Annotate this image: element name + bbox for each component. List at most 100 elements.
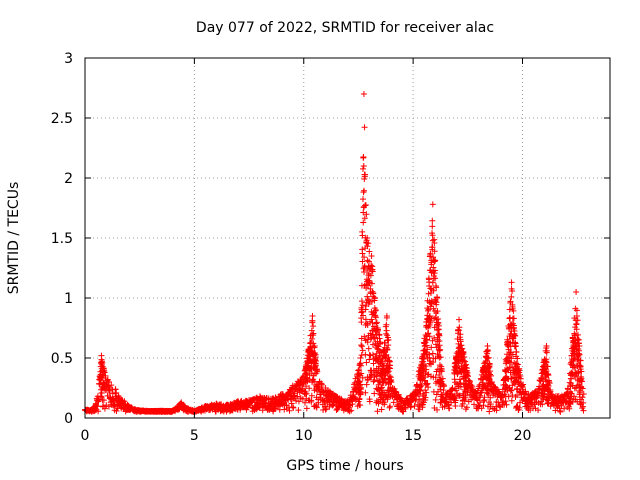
data-point (573, 313, 580, 320)
data-point (364, 243, 371, 250)
data-point (309, 335, 316, 342)
data-point (461, 397, 468, 404)
data-point (363, 211, 370, 218)
data-point (322, 406, 329, 413)
data-point (364, 293, 371, 300)
data-point (436, 362, 443, 369)
data-point (358, 319, 365, 326)
y-tick-label: 2 (64, 171, 73, 187)
data-point (425, 323, 432, 330)
data-point (516, 365, 523, 372)
data-point (108, 382, 115, 389)
data-point (429, 223, 436, 230)
data-point (436, 342, 443, 349)
data-point (507, 387, 514, 394)
data-point (558, 402, 565, 409)
data-point (298, 387, 305, 394)
data-point (423, 349, 430, 356)
data-point (427, 358, 434, 365)
data-point (477, 389, 484, 396)
data-point (429, 244, 436, 251)
data-point (488, 372, 495, 379)
data-point (546, 380, 553, 387)
data-point (513, 348, 520, 355)
data-point (567, 361, 574, 367)
data-point (373, 320, 380, 327)
data-point (369, 268, 376, 275)
data-point (374, 369, 381, 376)
data-point (289, 404, 296, 411)
data-point (435, 322, 442, 329)
data-point (487, 394, 494, 401)
data-point (451, 376, 458, 383)
data-point (436, 354, 443, 361)
data-point (374, 408, 381, 415)
data-point (507, 298, 514, 305)
data-point (361, 124, 368, 131)
data-point (576, 351, 583, 358)
data-point (101, 369, 108, 376)
data-point (310, 330, 317, 337)
data-point (299, 385, 306, 392)
data-point (301, 399, 308, 406)
data-point (477, 399, 484, 406)
data-point (535, 392, 542, 399)
data-point (361, 262, 368, 269)
data-point (356, 396, 363, 403)
data-point (431, 258, 438, 265)
data-point (455, 327, 462, 334)
data-point (359, 374, 366, 381)
data-point (358, 342, 365, 349)
data-point (290, 404, 297, 411)
data-point (535, 407, 542, 414)
data-point (481, 396, 488, 403)
data-point (367, 272, 374, 279)
data-point (388, 379, 395, 385)
data-point (461, 353, 468, 360)
data-point (386, 404, 393, 411)
data-point (313, 404, 320, 411)
data-point (289, 382, 296, 389)
data-point (362, 171, 369, 178)
data-point (577, 373, 584, 380)
data-point (566, 405, 573, 412)
data-point (375, 381, 382, 388)
data-point (418, 382, 425, 389)
data-point (326, 388, 333, 395)
data-point (554, 393, 561, 400)
data-point (98, 352, 105, 359)
data-point (309, 313, 316, 319)
data-point (395, 391, 402, 398)
data-point (352, 397, 359, 404)
data-point (433, 299, 440, 306)
data-point (100, 397, 107, 404)
data-point (485, 354, 492, 361)
data-point (224, 401, 231, 408)
data-point (125, 403, 132, 409)
data-point (235, 398, 242, 405)
data-point (271, 405, 278, 412)
data-point (456, 324, 463, 331)
y-tick-label: 1 (64, 291, 73, 307)
data-point (368, 316, 375, 323)
data-point (366, 398, 373, 405)
data-point (437, 354, 444, 361)
data-point (362, 202, 369, 209)
data-point (313, 403, 320, 410)
data-point (364, 336, 371, 343)
data-point (360, 219, 367, 226)
data-point (88, 406, 95, 413)
data-point (508, 397, 515, 404)
data-point (360, 209, 367, 216)
data-point (574, 331, 581, 338)
data-point (286, 407, 293, 414)
data-point (459, 345, 466, 352)
data-point (267, 395, 274, 402)
data-point (358, 370, 365, 377)
data-point (456, 392, 463, 399)
data-point (568, 375, 575, 382)
data-point (95, 408, 102, 415)
data-point (460, 357, 467, 364)
data-point (429, 350, 436, 357)
